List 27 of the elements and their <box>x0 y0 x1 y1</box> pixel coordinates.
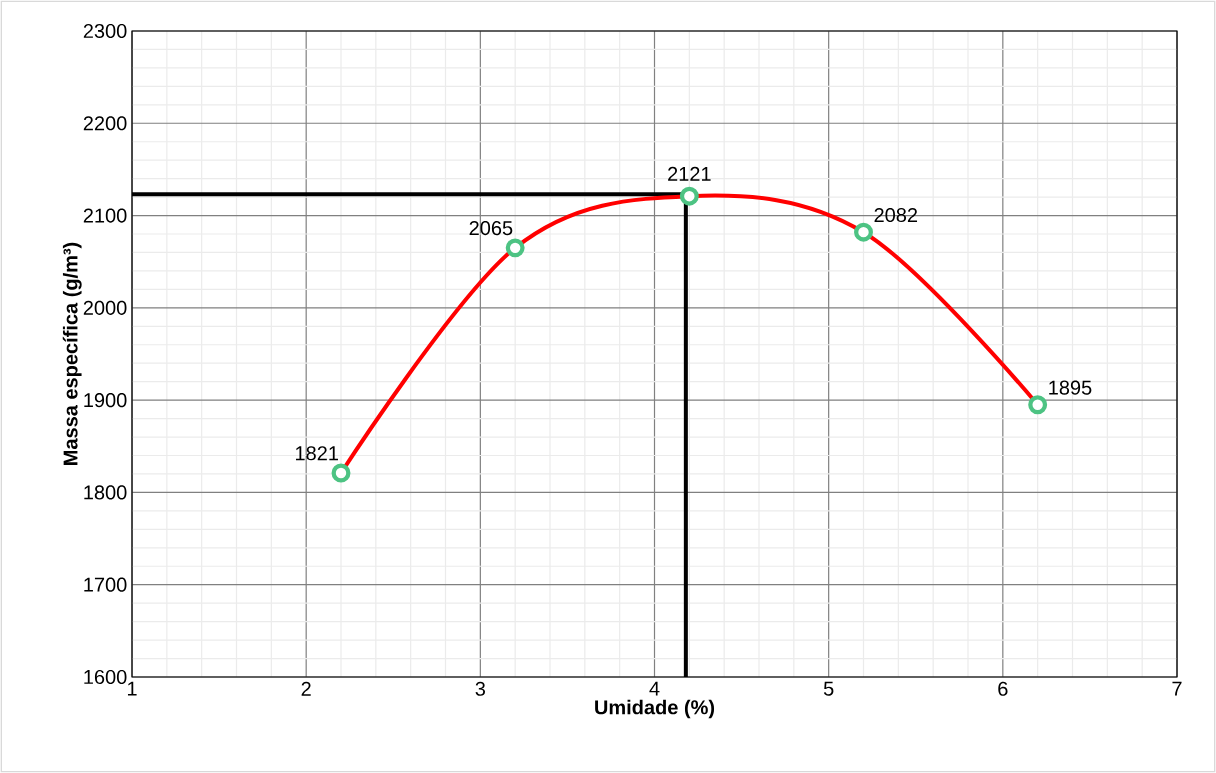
y-axis-title: Massa específica (g/m³) <box>62 242 82 465</box>
x-tick-label: 4 <box>649 681 660 696</box>
y-tick-label: 2300 <box>83 23 127 39</box>
data-label: 1895 <box>1049 380 1092 395</box>
y-tick-label: 2000 <box>83 300 127 315</box>
x-tick-label: 1 <box>127 681 137 696</box>
data-label: 2121 <box>668 166 711 181</box>
y-tick-label: 1600 <box>84 669 127 685</box>
x-axis-title: Umidade (%) <box>595 699 715 719</box>
x-tick-label: 5 <box>823 681 834 696</box>
x-tick-label: 3 <box>475 681 486 696</box>
point <box>331 463 351 483</box>
y-tick-label: 2200 <box>83 116 127 131</box>
x-tick-label: 6 <box>998 681 1008 696</box>
y-tick-label: 1900 <box>84 393 127 408</box>
x-tick-label: 2 <box>301 681 311 696</box>
y-tick-label: 1800 <box>84 485 127 500</box>
point <box>505 238 525 258</box>
data-label: 1821 <box>296 446 338 461</box>
point <box>1028 395 1048 415</box>
data-label: 2065 <box>469 220 513 236</box>
x-tick-label: 7 <box>1172 681 1182 696</box>
y-tick-label: 2100 <box>83 208 127 223</box>
data-label: 2082 <box>874 207 918 223</box>
point <box>854 222 873 242</box>
y-tick-label: 1700 <box>84 577 127 592</box>
point <box>679 186 699 206</box>
